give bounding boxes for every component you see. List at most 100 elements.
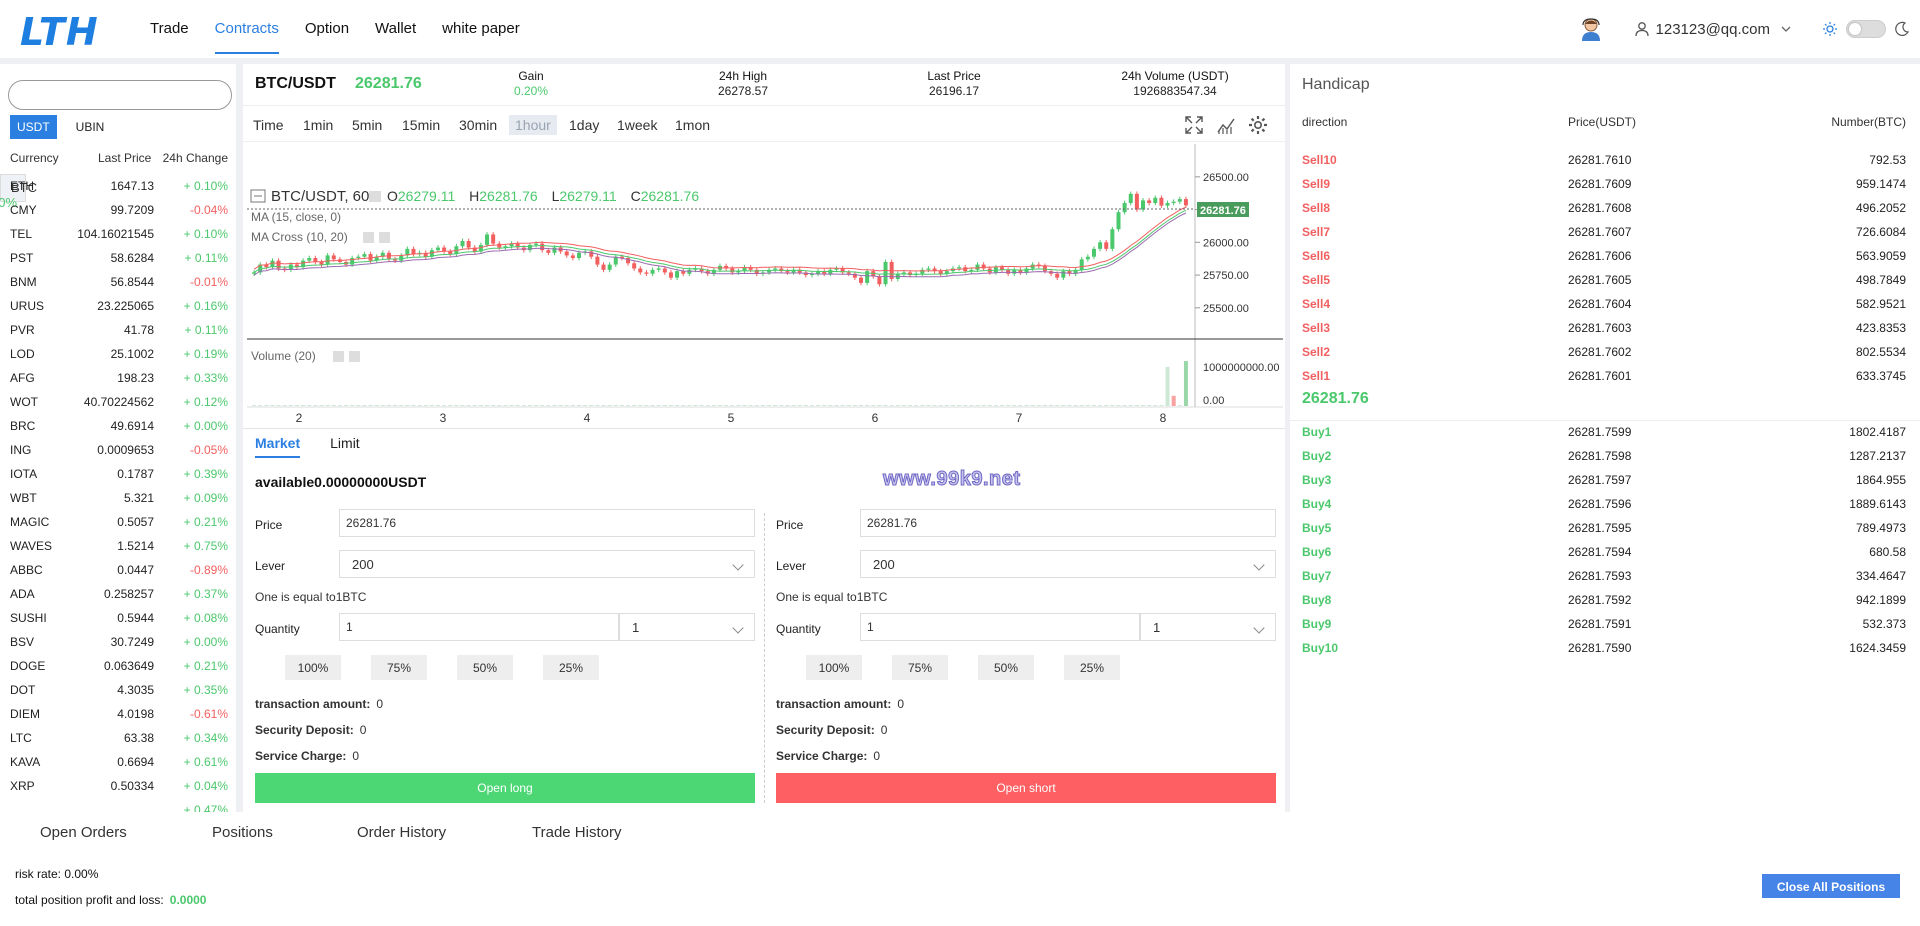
buy-order-row[interactable]: Buy4 26281.7596 1889.6143 (1290, 494, 1920, 518)
period-1hour[interactable]: 1hour (509, 115, 557, 135)
market-row[interactable]: MAGIC 0.5057 + 0.21% (0, 510, 236, 534)
volume-settings-icon[interactable] (333, 351, 344, 362)
sell-order-row[interactable]: Sell3 26281.7603 423.8353 (1290, 318, 1920, 342)
sell-order-row[interactable]: Sell7 26281.7607 726.6084 (1290, 222, 1920, 246)
market-row[interactable]: CMY 99.7209 -0.04% (0, 198, 236, 222)
tab-limit[interactable]: Limit (330, 435, 360, 451)
nav-wallet[interactable]: Wallet (375, 20, 417, 37)
symbol-settings-icon[interactable] (369, 191, 381, 202)
tab-positions[interactable]: Positions (212, 824, 273, 841)
market-row[interactable]: SUSHI 0.5944 + 0.08% (0, 606, 236, 630)
sell-order-row[interactable]: Sell4 26281.7604 582.9521 (1290, 294, 1920, 318)
long-pct-25[interactable]: 25% (543, 655, 599, 680)
price-chart[interactable]: 1000000000.000.00 26500.0026250.0026000.… (247, 144, 1283, 424)
period-30min[interactable]: 30min (459, 117, 498, 133)
short-pct-75[interactable]: 75% (892, 655, 948, 680)
collapse-legend-icon[interactable] (250, 189, 266, 203)
nav-contracts[interactable]: Contracts (214, 0, 279, 54)
long-pct-75[interactable]: 75% (371, 655, 427, 680)
market-row[interactable]: LTC 63.38 + 0.34% (0, 726, 236, 750)
short-lever-select[interactable]: 200 (860, 550, 1276, 578)
nav-option[interactable]: Option (304, 20, 350, 37)
buy-order-row[interactable]: Buy2 26281.7598 1287.2137 (1290, 446, 1920, 470)
market-row[interactable]: TEL 104.16021545 + 0.10% (0, 222, 236, 246)
sell-order-row[interactable]: Sell10 26281.7610 792.53 (1290, 150, 1920, 174)
buy-order-row[interactable]: Buy1 26281.7599 1802.4187 (1290, 422, 1920, 446)
market-row[interactable]: DOT 4.3035 + 0.35% (0, 678, 236, 702)
open-long-button[interactable]: Open long (255, 773, 755, 803)
short-pct-25[interactable]: 25% (1064, 655, 1120, 680)
buy-order-row[interactable]: Buy3 26281.7597 1864.955 (1290, 470, 1920, 494)
indicators-icon[interactable] (1215, 114, 1237, 136)
short-price-input[interactable] (860, 509, 1276, 537)
period-time[interactable]: Time (253, 117, 284, 133)
sell-order-row[interactable]: Sell2 26281.7602 802.5534 (1290, 342, 1920, 366)
nav-trade[interactable]: Trade (150, 20, 189, 37)
short-quantity-input[interactable] (860, 613, 1140, 641)
long-price-input[interactable] (339, 509, 755, 537)
user-email[interactable]: 123123@qq.com (1655, 20, 1770, 38)
period-1mon[interactable]: 1mon (675, 117, 711, 133)
market-row[interactable]: BTC26281.76+ 0.20% (0, 174, 37, 210)
support-agent-icon[interactable] (1578, 16, 1604, 42)
market-row[interactable]: + 0.47% (0, 798, 236, 812)
market-row[interactable]: WOT 40.70224562 + 0.12% (0, 390, 236, 414)
market-row[interactable]: ING 0.0009653 -0.05% (0, 438, 236, 462)
logo[interactable]: LTH (20, 10, 99, 54)
period-1min[interactable]: 1min (303, 117, 334, 133)
market-row[interactable]: DOGE 0.063649 + 0.21% (0, 654, 236, 678)
open-short-button[interactable]: Open short (776, 773, 1276, 803)
buy-order-row[interactable]: Buy9 26281.7591 532.373 (1290, 614, 1920, 638)
chevron-down-icon[interactable] (1780, 23, 1792, 35)
short-quantity-unit-select[interactable]: 1 (1140, 613, 1276, 641)
market-row[interactable]: ETH 1647.13 + 0.10% (0, 174, 236, 198)
period-1day[interactable]: 1day (569, 117, 600, 133)
short-pct-100[interactable]: 100% (806, 655, 862, 680)
buy-order-row[interactable]: Buy7 26281.7593 334.4647 (1290, 566, 1920, 590)
volume-close-icon[interactable] (349, 351, 360, 362)
tab-market[interactable]: Market (255, 435, 301, 458)
theme-toggle[interactable] (1846, 20, 1886, 38)
sell-order-row[interactable]: Sell5 26281.7605 498.7849 (1290, 270, 1920, 294)
market-row[interactable]: ADA 0.258257 + 0.37% (0, 582, 236, 606)
buy-order-row[interactable]: Buy5 26281.7595 789.4973 (1290, 518, 1920, 542)
long-quantity-unit-select[interactable]: 1 (619, 613, 755, 641)
buy-order-row[interactable]: Buy8 26281.7592 942.1899 (1290, 590, 1920, 614)
long-lever-select[interactable]: 200 (339, 550, 755, 578)
market-row[interactable]: BNM 56.8544 -0.01% (0, 270, 236, 294)
pair-name[interactable]: BTC/USDT (255, 75, 336, 92)
close-all-positions-button[interactable]: Close All Positions (1762, 874, 1900, 898)
market-row[interactable]: BSV 30.7249 + 0.00% (0, 630, 236, 654)
long-quantity-input[interactable] (339, 613, 619, 641)
sell-order-row[interactable]: Sell1 26281.7601 633.3745 (1290, 366, 1920, 390)
tab-ubin[interactable]: UBIN (75, 120, 105, 134)
tab-usdt[interactable]: USDT (10, 115, 57, 139)
market-row[interactable]: WAVES 1.5214 + 0.75% (0, 534, 236, 558)
study-settings-icon[interactable] (363, 232, 374, 243)
tab-open-orders[interactable]: Open Orders (40, 824, 127, 841)
market-row[interactable]: DIEM 4.0198 -0.61% (0, 702, 236, 726)
market-row[interactable]: LOD 25.1002 + 0.19% (0, 342, 236, 366)
nav-white-paper[interactable]: white paper (442, 20, 520, 37)
market-row[interactable]: XRP 0.50334 + 0.04% (0, 774, 236, 798)
gear-icon[interactable] (1247, 114, 1269, 136)
sell-order-row[interactable]: Sell8 26281.7608 496.2052 (1290, 198, 1920, 222)
market-row[interactable]: WBT 5.321 + 0.09% (0, 486, 236, 510)
market-row[interactable]: PVR 41.78 + 0.11% (0, 318, 236, 342)
long-pct-50[interactable]: 50% (457, 655, 513, 680)
market-row[interactable]: IOTA 0.1787 + 0.39% (0, 462, 236, 486)
market-row[interactable]: ABBC 0.0447 -0.89% (0, 558, 236, 582)
period-5min[interactable]: 5min (352, 117, 383, 133)
period-1week[interactable]: 1week (617, 117, 658, 133)
period-15min[interactable]: 15min (402, 117, 441, 133)
market-row[interactable]: AFG 198.23 + 0.33% (0, 366, 236, 390)
market-row[interactable]: KAVA 0.6694 + 0.61% (0, 750, 236, 774)
buy-order-row[interactable]: Buy10 26281.7590 1624.3459 (1290, 638, 1920, 662)
long-pct-100[interactable]: 100% (285, 655, 341, 680)
tab-trade-history[interactable]: Trade History (532, 824, 622, 841)
search-input[interactable] (8, 80, 232, 110)
short-pct-50[interactable]: 50% (978, 655, 1034, 680)
sell-order-row[interactable]: Sell6 26281.7606 563.9059 (1290, 246, 1920, 270)
study-close-icon[interactable] (379, 232, 390, 243)
buy-order-row[interactable]: Buy6 26281.7594 680.58 (1290, 542, 1920, 566)
